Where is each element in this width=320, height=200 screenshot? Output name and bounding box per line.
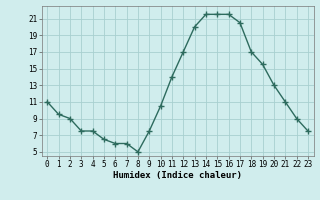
X-axis label: Humidex (Indice chaleur): Humidex (Indice chaleur) — [113, 171, 242, 180]
